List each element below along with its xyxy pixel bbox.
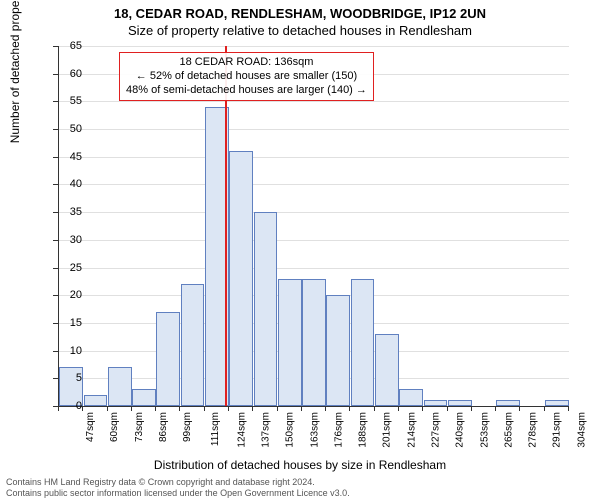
histogram-bar: [351, 279, 375, 406]
histogram-bar: [424, 400, 448, 406]
x-tick-label: 227sqm: [431, 412, 442, 448]
y-tick-label: 45: [52, 151, 82, 163]
footer-line1: Contains HM Land Registry data © Crown c…: [6, 477, 350, 487]
y-axis-label: Number of detached properties: [8, 0, 22, 143]
y-tick-label: 55: [52, 95, 82, 107]
grid-line: [59, 268, 569, 269]
histogram-bar: [448, 400, 472, 406]
grid-line: [59, 129, 569, 130]
grid-line: [59, 212, 569, 213]
y-tick-label: 50: [52, 123, 82, 135]
x-tick-mark: [204, 406, 205, 411]
annotation-box: 18 CEDAR ROAD: 136sqm ← 52% of detached …: [119, 52, 374, 101]
annotation-line2: ← 52% of detached houses are smaller (15…: [126, 70, 367, 84]
histogram-bar: [108, 367, 132, 406]
x-tick-label: 240sqm: [455, 412, 466, 448]
x-tick-mark: [519, 406, 520, 411]
x-tick-mark: [471, 406, 472, 411]
y-tick-label: 10: [52, 345, 82, 357]
x-tick-label: 278sqm: [528, 412, 539, 448]
x-tick-label: 163sqm: [309, 412, 320, 448]
x-tick-mark: [155, 406, 156, 411]
x-tick-label: 124sqm: [236, 412, 247, 448]
histogram-bar: [302, 279, 326, 406]
x-tick-mark: [374, 406, 375, 411]
chart-subtitle: Size of property relative to detached ho…: [0, 21, 600, 38]
histogram-bar: [545, 400, 569, 406]
histogram-bar: [156, 312, 180, 406]
x-tick-label: 150sqm: [285, 412, 296, 448]
x-tick-label: 73sqm: [134, 412, 145, 442]
footer-line2: Contains public sector information licen…: [6, 488, 350, 498]
x-tick-label: 137sqm: [261, 412, 272, 448]
y-tick-label: 30: [52, 234, 82, 246]
y-tick-label: 40: [52, 178, 82, 190]
x-tick-mark: [325, 406, 326, 411]
x-tick-mark: [131, 406, 132, 411]
x-tick-mark: [447, 406, 448, 411]
x-tick-label: 304sqm: [576, 412, 587, 448]
y-tick-label: 0: [52, 400, 82, 412]
x-tick-mark: [349, 406, 350, 411]
y-tick-label: 60: [52, 68, 82, 80]
x-tick-mark: [398, 406, 399, 411]
x-tick-mark: [301, 406, 302, 411]
grid-line: [59, 157, 569, 158]
chart-container: 18, CEDAR ROAD, RENDLESHAM, WOODBRIDGE, …: [0, 0, 600, 500]
histogram-bar: [181, 284, 205, 406]
histogram-bar: [254, 212, 278, 406]
histogram-bar: [496, 400, 520, 406]
x-tick-mark: [252, 406, 253, 411]
grid-line: [59, 240, 569, 241]
histogram-bar: [399, 389, 423, 406]
grid-line: [59, 46, 569, 47]
x-tick-label: 291sqm: [552, 412, 563, 448]
y-tick-label: 25: [52, 262, 82, 274]
histogram-bar: [375, 334, 399, 406]
x-tick-mark: [422, 406, 423, 411]
y-tick-label: 35: [52, 206, 82, 218]
x-tick-label: 253sqm: [479, 412, 490, 448]
x-tick-label: 188sqm: [358, 412, 369, 448]
x-tick-mark: [82, 406, 83, 411]
histogram-bar: [132, 389, 156, 406]
y-tick-label: 15: [52, 317, 82, 329]
x-tick-mark: [179, 406, 180, 411]
x-tick-mark: [568, 406, 569, 411]
x-tick-label: 86sqm: [158, 412, 169, 442]
annotation-line3: 48% of semi-detached houses are larger (…: [126, 84, 367, 98]
x-tick-mark: [58, 406, 59, 411]
histogram-bar: [326, 295, 350, 406]
x-axis-label: Distribution of detached houses by size …: [0, 458, 600, 472]
y-tick-label: 20: [52, 289, 82, 301]
x-tick-label: 47sqm: [85, 412, 96, 442]
x-tick-mark: [495, 406, 496, 411]
grid-line: [59, 101, 569, 102]
y-tick-label: 5: [52, 372, 82, 384]
x-tick-label: 176sqm: [333, 412, 344, 448]
plot-area: 18 CEDAR ROAD: 136sqm ← 52% of detached …: [58, 46, 569, 407]
histogram-bar: [278, 279, 302, 406]
x-tick-label: 214sqm: [406, 412, 417, 448]
x-tick-label: 201sqm: [382, 412, 393, 448]
x-tick-label: 60sqm: [109, 412, 120, 442]
chart-title-address: 18, CEDAR ROAD, RENDLESHAM, WOODBRIDGE, …: [0, 0, 600, 21]
footer-credits: Contains HM Land Registry data © Crown c…: [6, 477, 350, 498]
x-tick-label: 111sqm: [211, 412, 222, 446]
grid-line: [59, 184, 569, 185]
annotation-line1: 18 CEDAR ROAD: 136sqm: [126, 56, 367, 70]
x-tick-mark: [228, 406, 229, 411]
histogram-bar: [84, 395, 108, 406]
x-tick-mark: [544, 406, 545, 411]
y-tick-label: 65: [52, 40, 82, 52]
histogram-bar: [229, 151, 253, 406]
x-tick-label: 265sqm: [503, 412, 514, 448]
x-tick-mark: [107, 406, 108, 411]
x-tick-label: 99sqm: [182, 412, 193, 442]
x-tick-mark: [277, 406, 278, 411]
